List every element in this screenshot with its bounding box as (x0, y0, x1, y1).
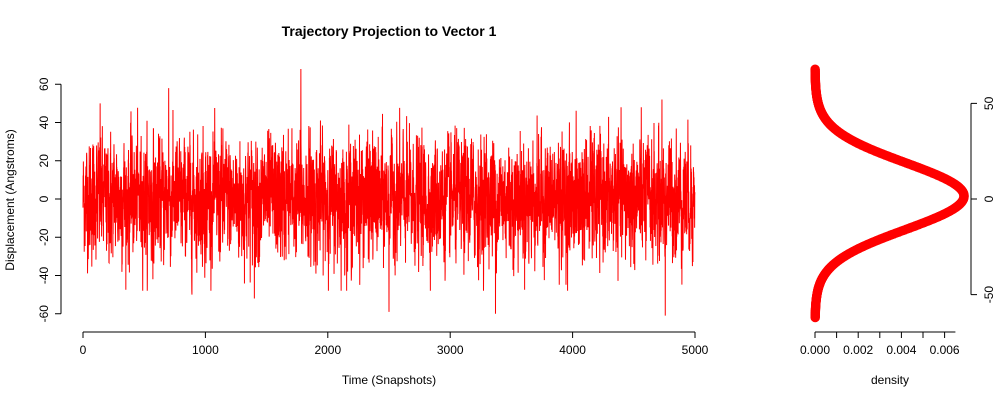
density-y-tick-label: 50 (982, 96, 996, 110)
y-tick-label: 60 (37, 77, 51, 91)
x-tick-label: 1000 (192, 343, 219, 357)
y-tick-label: -20 (37, 228, 51, 246)
y-tick-label: 40 (37, 116, 51, 130)
x-tick-label: 3000 (437, 343, 464, 357)
density-point (810, 64, 820, 74)
density-plot: density 0.000 0.002 0.004 0.006 -50 0 50 (800, 64, 996, 387)
trajectory-line (82, 68, 696, 316)
density-x-tick-label: 0.006 (930, 343, 960, 357)
y-tick-label: -60 (37, 305, 51, 323)
density-x-tick-label: 0.004 (886, 343, 916, 357)
y-tick-label: -40 (37, 267, 51, 285)
density-series (810, 64, 969, 323)
x-axis: 0 1000 2000 3000 4000 5000 (80, 331, 709, 357)
x-tick-label: 5000 (682, 343, 709, 357)
x-tick-label: 2000 (314, 343, 341, 357)
density-y-tick-label: -50 (982, 286, 996, 304)
y-tick-label: 20 (37, 154, 51, 168)
x-tick-label: 4000 (559, 343, 586, 357)
line-series (82, 68, 696, 316)
x-axis-label: Time (Snapshots) (342, 373, 436, 387)
y-axis-label: Displacement (Angstroms) (3, 129, 17, 270)
x-tick-label: 0 (80, 343, 87, 357)
density-y-tick-label: 0 (982, 195, 996, 202)
chart-title: Trajectory Projection to Vector 1 (282, 23, 497, 39)
y-axis: -60 -40 -20 0 20 40 60 (37, 77, 62, 323)
density-x-label: density (871, 373, 909, 387)
trajectory-plot: Trajectory Projection to Vector 1 Time (… (3, 23, 709, 387)
density-y-axis: -50 0 50 (970, 96, 996, 304)
density-x-tick-label: 0.000 (800, 343, 830, 357)
density-x-axis: 0.000 0.002 0.004 0.006 (800, 331, 960, 357)
y-tick-label: 0 (37, 195, 51, 202)
density-x-tick-label: 0.002 (843, 343, 873, 357)
